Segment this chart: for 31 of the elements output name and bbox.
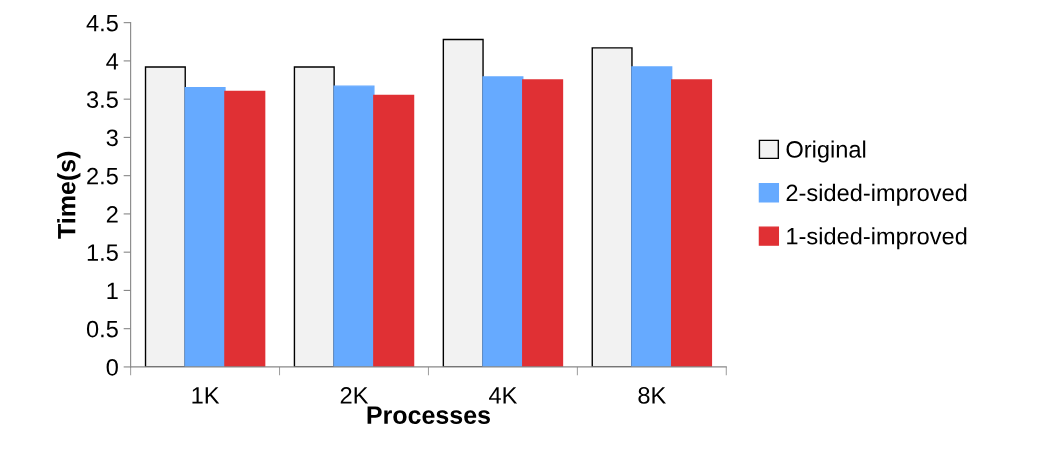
bar bbox=[670, 79, 713, 367]
bar bbox=[373, 94, 415, 367]
bar bbox=[333, 85, 375, 367]
y-tick-label: 4.5 bbox=[86, 14, 118, 32]
x-axis-title: Processes bbox=[367, 406, 490, 424]
x-tick-label: 2K bbox=[340, 387, 369, 404]
legend-label: 2-sided-improved bbox=[786, 183, 967, 206]
bar bbox=[482, 76, 524, 367]
bar bbox=[293, 66, 335, 367]
bar bbox=[184, 86, 226, 367]
x-tick-label: 1K bbox=[192, 387, 220, 404]
y-tick-label: 3 bbox=[106, 129, 118, 147]
bar bbox=[522, 79, 564, 367]
y-tick-label: 1 bbox=[107, 282, 118, 299]
bar bbox=[144, 66, 186, 367]
y-tick-label: 4 bbox=[106, 53, 119, 70]
y-tick-label: 0.5 bbox=[86, 320, 118, 338]
y-tick-label: 0 bbox=[106, 359, 118, 376]
bar bbox=[591, 47, 633, 367]
bar bbox=[224, 90, 266, 367]
y-tick-label: 2 bbox=[106, 205, 118, 223]
bar bbox=[631, 66, 673, 367]
y-tick-label: 3.5 bbox=[86, 91, 118, 108]
legend-label: Original bbox=[786, 140, 866, 163]
legend-label: 1-sided-improved bbox=[787, 227, 967, 250]
x-tick-label: 4K bbox=[489, 387, 518, 404]
x-tick-label: 8K bbox=[638, 387, 666, 404]
bar bbox=[442, 38, 484, 367]
y-tick-label: 2.5 bbox=[87, 167, 118, 185]
y-axis-title: Time(s) bbox=[57, 151, 81, 239]
y-tick-label: 1.5 bbox=[87, 244, 118, 261]
